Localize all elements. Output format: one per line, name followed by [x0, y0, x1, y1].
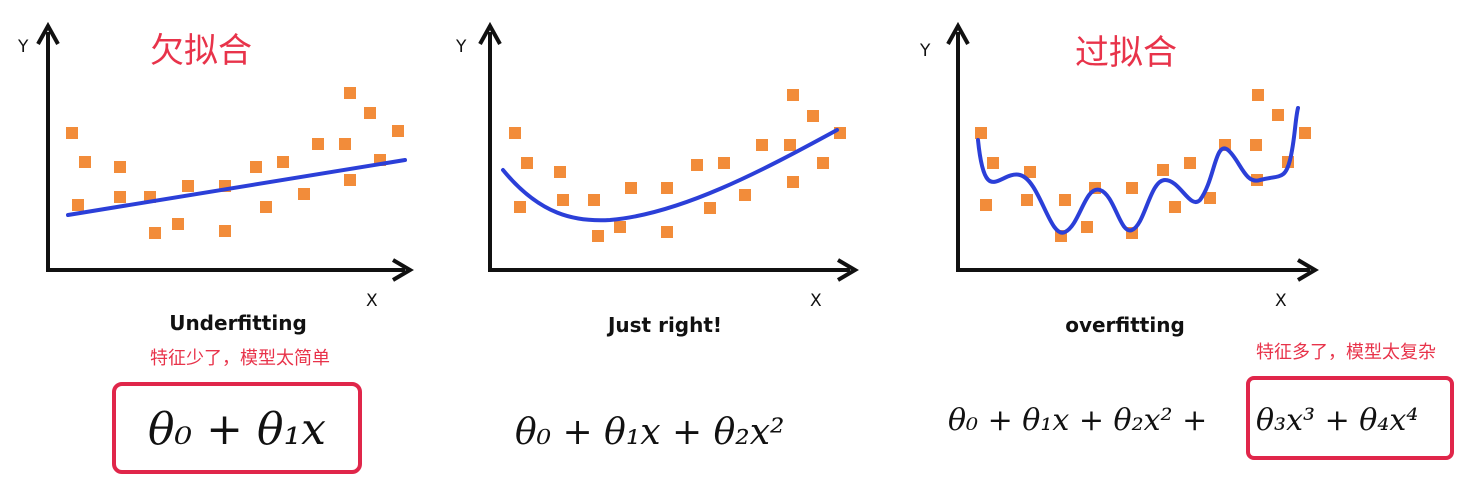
data-point: [1184, 157, 1196, 169]
data-point: [739, 189, 751, 201]
axis-arrows: [946, 21, 1319, 282]
data-point: [1021, 194, 1033, 206]
formula: θ₀ + θ₁x: [148, 404, 326, 455]
data-point: [114, 161, 126, 173]
fit-curve: [976, 106, 1300, 235]
data-point: [691, 159, 703, 171]
data-point: [980, 199, 992, 211]
data-point: [756, 139, 768, 151]
data-point: [807, 110, 819, 122]
data-point: [219, 225, 231, 237]
y-axis-label: Y: [17, 37, 29, 57]
note: 特征少了，模型太简单: [150, 348, 330, 369]
highlight-box: [1246, 376, 1454, 460]
data-point: [817, 157, 829, 169]
data-point: [364, 107, 376, 119]
data-point: [554, 166, 566, 178]
data-point: [1024, 166, 1036, 178]
data-point: [509, 127, 521, 139]
data-point: [1272, 109, 1284, 121]
data-point: [250, 161, 262, 173]
data-point: [787, 89, 799, 101]
data-point: [1299, 127, 1311, 139]
data-point: [784, 139, 796, 151]
data-point: [298, 188, 310, 200]
data-point: [344, 87, 356, 99]
note: 特征多了，模型太复杂: [1256, 342, 1436, 363]
data-point: [521, 157, 533, 169]
panel-title: 欠拟合: [150, 31, 252, 71]
data-point: [1252, 89, 1264, 101]
data-point: [987, 157, 999, 169]
data-point: [339, 138, 351, 150]
data-point: [1126, 182, 1138, 194]
data-point: [975, 127, 987, 139]
axis-arrows: [478, 21, 859, 282]
data-point: [787, 176, 799, 188]
axes: [956, 32, 1310, 272]
data-point: [72, 199, 84, 211]
data-point: [625, 182, 637, 194]
data-point: [661, 182, 673, 194]
data-point: [1250, 139, 1262, 151]
panel-just-right: Y X Just right! θ₀ + θ₁x + θ₂x²: [455, 21, 859, 453]
fit-curve: [501, 128, 839, 223]
data-point: [614, 221, 626, 233]
data-point: [588, 194, 600, 206]
y-axis-label: Y: [919, 41, 931, 61]
panel-underfitting: Y X 欠拟合 Underfitting 特征少了，模型太简单 θ₀ + θ₁x: [17, 21, 414, 474]
panel-overfitting: Y X 过拟合 overfitting 特征多了，模型太复杂 θ₀ + θ₁x …: [919, 21, 1454, 460]
data-point: [1169, 201, 1181, 213]
caption: Just right!: [606, 313, 722, 337]
data-point: [592, 230, 604, 242]
panel-title: 过拟合: [1075, 33, 1177, 73]
caption: Underfitting: [169, 311, 307, 335]
x-axis-label: X: [366, 291, 378, 311]
axis-arrows: [36, 21, 414, 282]
data-point: [344, 174, 356, 186]
data-point: [149, 227, 161, 239]
data-point: [312, 138, 324, 150]
axes: [488, 32, 850, 272]
x-axis-label: X: [1275, 291, 1287, 311]
data-point: [1081, 221, 1093, 233]
formula: θ₀ + θ₁x + θ₂x² +: [948, 403, 1207, 438]
data-point: [661, 226, 673, 238]
data-point: [182, 180, 194, 192]
points: [66, 87, 404, 239]
data-point: [392, 125, 404, 137]
data-point: [79, 156, 91, 168]
caption: overfitting: [1065, 313, 1185, 337]
highlight-box: [112, 382, 362, 474]
data-point: [514, 201, 526, 213]
axes: [46, 32, 405, 272]
data-point: [704, 202, 716, 214]
y-axis-label: Y: [455, 37, 467, 57]
data-point: [66, 127, 78, 139]
data-point: [557, 194, 569, 206]
formula: θ₀ + θ₁x + θ₂x²: [515, 412, 784, 453]
x-axis-label: X: [810, 291, 822, 311]
data-point: [277, 156, 289, 168]
data-point: [114, 191, 126, 203]
fit-line: [66, 158, 407, 217]
data-point: [718, 157, 730, 169]
formula-highlighted: θ₃x³ + θ₄x⁴: [1256, 403, 1418, 438]
data-point: [1059, 194, 1071, 206]
data-point: [1204, 192, 1216, 204]
data-point: [260, 201, 272, 213]
data-point: [172, 218, 184, 230]
data-point: [1157, 164, 1169, 176]
points: [509, 89, 846, 242]
